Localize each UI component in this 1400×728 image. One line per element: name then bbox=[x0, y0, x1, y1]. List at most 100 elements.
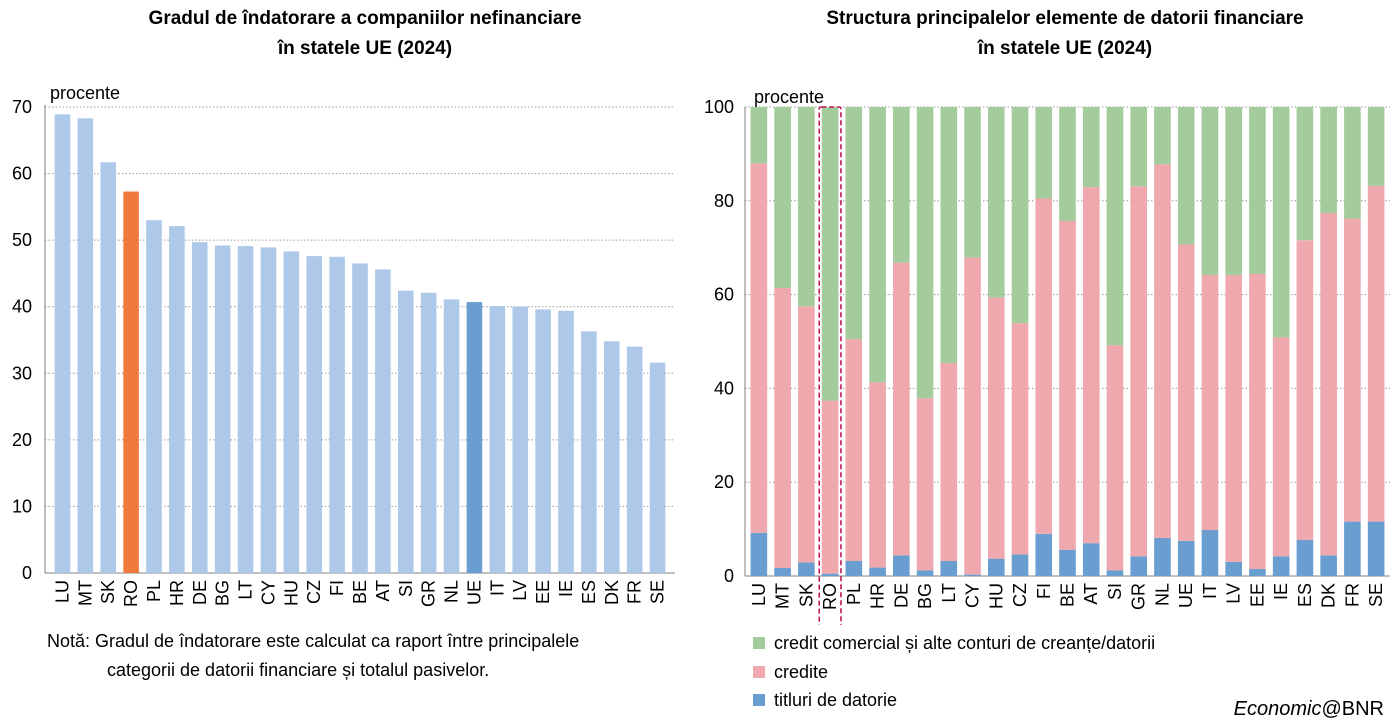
chart2-bar-dk-s0 bbox=[1320, 555, 1337, 576]
chart1-xtick-label: DK bbox=[602, 580, 622, 605]
chart2-bar-se-s1 bbox=[1367, 185, 1385, 522]
chart1-ytick-label: 60 bbox=[12, 164, 32, 184]
chart1-xtick-label: PL bbox=[144, 580, 164, 602]
legend-swatch-loans bbox=[753, 666, 765, 678]
chart1-xtick-label: SK bbox=[98, 580, 118, 604]
chart1-xtick-label: HU bbox=[281, 580, 301, 606]
chart2-bar-fi-s1 bbox=[1035, 198, 1053, 534]
chart1-ytick-label: 10 bbox=[12, 496, 32, 516]
chart2-xtick-label: EE bbox=[1247, 583, 1267, 607]
chart2-bar-lt-s1 bbox=[940, 363, 958, 561]
legend-swatch-debt-securities bbox=[753, 694, 765, 706]
chart1-ytick-label: 70 bbox=[12, 97, 32, 117]
chart2-bar-pl-s1 bbox=[845, 339, 863, 561]
chart2-bar-sk-s2 bbox=[798, 107, 815, 307]
chart2-bar-dk-s1 bbox=[1320, 212, 1337, 556]
chart2-ytick-label: 100 bbox=[704, 97, 734, 117]
chart2-bar-mt-s0 bbox=[774, 568, 791, 576]
chart1-ytick-label: 30 bbox=[12, 363, 32, 383]
chart2-xtick-label: BE bbox=[1058, 583, 1078, 607]
chart2-xtick-label: PL bbox=[844, 583, 864, 605]
chart2-xtick-label: LU bbox=[749, 583, 769, 606]
chart2-bar-hr-s1 bbox=[869, 382, 886, 568]
credit-rest: @BNR bbox=[1321, 698, 1384, 720]
chart2-title-line1: Structura principalelor elemente de dato… bbox=[826, 8, 1304, 29]
chart1-bar-fi bbox=[329, 256, 345, 573]
chart1-title-line1: Gradul de îndatorare a companiilor nefin… bbox=[148, 8, 582, 29]
source-credit: Economic@BNR bbox=[1234, 698, 1384, 721]
chart2-xtick-label: UE bbox=[1176, 583, 1196, 608]
chart1-xtick-label: CY bbox=[258, 580, 278, 605]
chart2-bar-hu-s1 bbox=[987, 297, 1005, 559]
chart2-xtick-label: NL bbox=[1152, 583, 1172, 606]
chart2-bar-nl-s1 bbox=[1154, 164, 1171, 539]
chart2-bar-si-s0 bbox=[1106, 570, 1124, 576]
chart2-bar-at-s1 bbox=[1082, 187, 1100, 544]
chart1-xtick-label: IE bbox=[556, 580, 576, 597]
chart1-xtick-label: NL bbox=[442, 580, 462, 603]
chart1-ytick-label: 20 bbox=[12, 430, 32, 450]
chart2-bar-hr-s2 bbox=[869, 107, 886, 383]
chart1-bar-cz bbox=[306, 256, 323, 573]
chart2-bar-fr-s2 bbox=[1344, 107, 1361, 219]
chart1-ytick-label: 50 bbox=[12, 230, 32, 250]
legend-item-debt-securities: titluri de datorie bbox=[753, 689, 897, 711]
chart1-xtick-label: SI bbox=[396, 580, 416, 597]
chart2-xtick-label: RO bbox=[820, 583, 840, 610]
chart2-bar-ue-s2 bbox=[1177, 107, 1195, 245]
chart2-xtick-label: HU bbox=[986, 583, 1006, 609]
chart2-bar-lu-s0 bbox=[750, 532, 768, 576]
chart2-bar-lt-s0 bbox=[940, 560, 958, 576]
chart2-bar-se-s2 bbox=[1367, 107, 1385, 186]
chart1-xtick-label: MT bbox=[75, 580, 95, 606]
chart2-ytick-label: 20 bbox=[714, 472, 734, 492]
chart1-xtick-label: LT bbox=[236, 580, 256, 600]
chart2-ytick-label: 60 bbox=[714, 285, 734, 305]
chart2-bar-be-s1 bbox=[1059, 220, 1076, 550]
chart2-bar-at-s0 bbox=[1082, 543, 1100, 576]
chart2-bar-gr-s1 bbox=[1130, 186, 1148, 557]
chart2-xtick-label: AT bbox=[1081, 583, 1101, 605]
chart2-bar-at-s2 bbox=[1082, 107, 1100, 188]
chart1-xtick-label: CZ bbox=[304, 580, 324, 604]
chart1-bar-ro bbox=[123, 191, 139, 573]
chart1-xtick-label: SE bbox=[648, 580, 668, 604]
chart1-xtick-label: FR bbox=[625, 580, 645, 604]
chart1-bar-hr bbox=[169, 226, 185, 574]
chart2-xtick-label: DE bbox=[891, 583, 911, 608]
chart1-bar-lt bbox=[237, 246, 254, 574]
chart1-xtick-label: EE bbox=[533, 580, 553, 604]
chart1-bar-ue bbox=[466, 302, 483, 573]
chart2-bar-es-s0 bbox=[1296, 539, 1314, 576]
chart2-xtick-label: FI bbox=[1034, 583, 1054, 599]
chart2-bar-be-s0 bbox=[1059, 549, 1076, 576]
chart2-bar-ro-s1 bbox=[821, 400, 839, 574]
chart1-bar-sk bbox=[100, 162, 117, 574]
chart1-bar-hu bbox=[283, 251, 300, 573]
chart1-xtick-label: AT bbox=[373, 580, 393, 602]
chart2-bar-cz-s2 bbox=[1011, 107, 1029, 324]
chart2-xtick-label: ES bbox=[1295, 583, 1315, 607]
chart2-bar-hu-s0 bbox=[987, 558, 1005, 576]
chart1-bar-be bbox=[352, 263, 368, 573]
chart2-xtick-label: DK bbox=[1319, 583, 1339, 608]
chart2-bar-ee-s2 bbox=[1249, 107, 1266, 274]
chart2-bar-nl-s0 bbox=[1154, 538, 1171, 576]
chart2-xtick-label: SE bbox=[1366, 583, 1386, 607]
chart2-bar-ee-s1 bbox=[1249, 273, 1266, 569]
chart2-bar-ie-s2 bbox=[1272, 107, 1290, 338]
chart2-bar-mt-s2 bbox=[774, 107, 791, 289]
chart1-bar-at bbox=[375, 269, 391, 573]
chart2-bar-cz-s0 bbox=[1011, 554, 1029, 576]
chart1-bar-lv bbox=[512, 306, 529, 573]
chart2-xtick-label: LV bbox=[1224, 583, 1244, 604]
chart1-xtick-label: LU bbox=[52, 580, 72, 603]
chart2-bar-lv-s0 bbox=[1225, 561, 1242, 576]
chart2-xtick-label: BG bbox=[915, 583, 935, 609]
chart1-bar-dk bbox=[603, 341, 620, 573]
chart2-ytick-label: 80 bbox=[714, 191, 734, 211]
chart2-xtick-label: GR bbox=[1129, 583, 1149, 610]
chart1-unit-label: procente bbox=[50, 83, 120, 103]
chart2-bar-it-s1 bbox=[1201, 274, 1219, 531]
chart2-bar-fr-s0 bbox=[1344, 521, 1361, 576]
